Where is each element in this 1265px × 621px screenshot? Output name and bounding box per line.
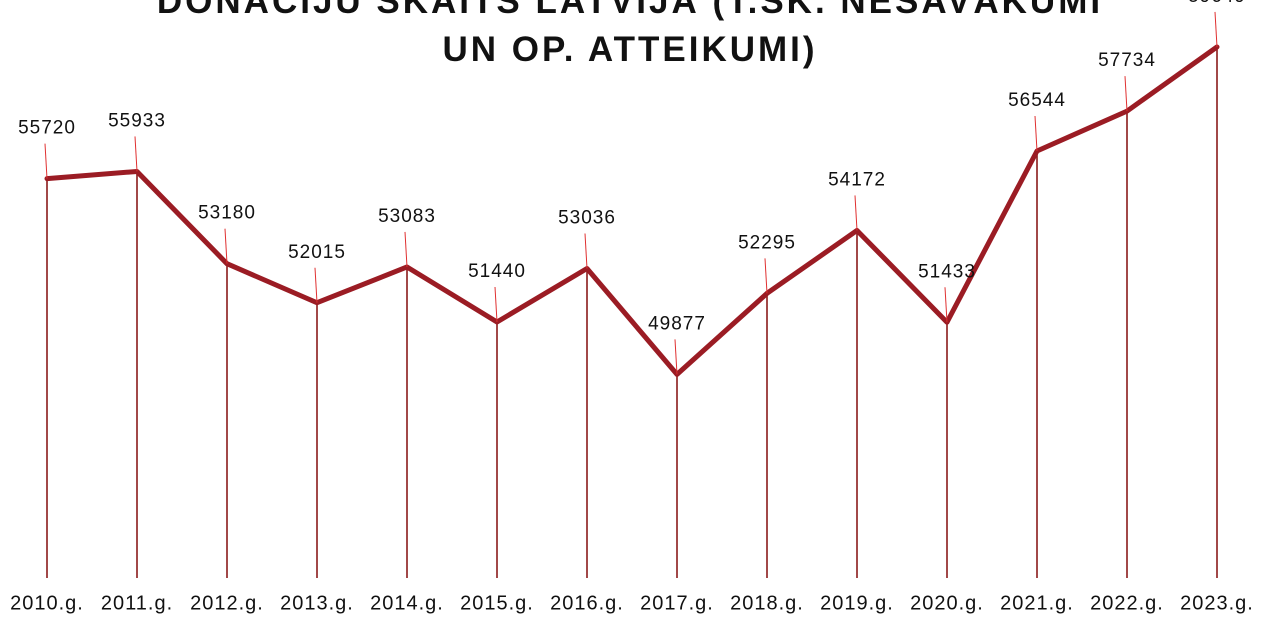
data-label: 51433 [918,261,976,282]
x-tick-label: 2012.g. [190,592,264,614]
label-leader [224,228,228,264]
data-label: 51440 [468,261,526,282]
chart-title: DONĀCIJU SKAITS LATVIJĀ (T.SK. NESAVĀKUM… [156,0,1104,69]
data-label: 54172 [828,169,886,190]
data-label: 52015 [288,242,346,263]
line-series [44,44,1220,377]
label-leader [314,267,318,303]
data-label: 57734 [1098,50,1156,71]
x-tick-label: 2022.g. [1090,592,1164,614]
label-leader [764,258,768,294]
x-tick-label: 2021.g. [1000,592,1074,614]
x-tick-label: 2011.g. [101,592,173,614]
label-leader [584,233,588,269]
label-leader [134,136,138,172]
x-tick-label: 2018.g. [730,592,804,614]
data-label: 53036 [558,208,616,229]
data-label: 52295 [738,232,796,253]
x-tick-label: 2017.g. [640,592,714,614]
x-tick-label: 2014.g. [370,592,444,614]
label-leader [44,143,48,179]
label-leader [1034,115,1038,152]
data-label: 53180 [198,203,256,224]
x-tick-label: 2015.g. [460,592,534,614]
data-label: 55933 [108,110,166,131]
data-label: 53083 [378,206,436,227]
data-label: 55720 [18,118,76,139]
label-leader [674,339,678,375]
data-label: 56544 [1008,90,1066,111]
data-label: 49877 [648,313,706,334]
x-tick-label: 2020.g. [910,592,984,614]
x-tick-label: 2016.g. [550,592,624,614]
data-label: 59649 [1188,0,1246,7]
label-leader [1124,76,1128,112]
x-tick-label: 2023.g. [1180,592,1254,614]
x-tick-label: 2013.g. [280,592,354,614]
label-leader [404,231,408,267]
label-leader [944,287,948,323]
x-tick-label: 2019.g. [820,592,894,614]
x-tick-label: 2010.g. [10,592,84,614]
label-leader [1214,11,1218,47]
label-leader [854,195,858,231]
label-leader [494,286,498,323]
